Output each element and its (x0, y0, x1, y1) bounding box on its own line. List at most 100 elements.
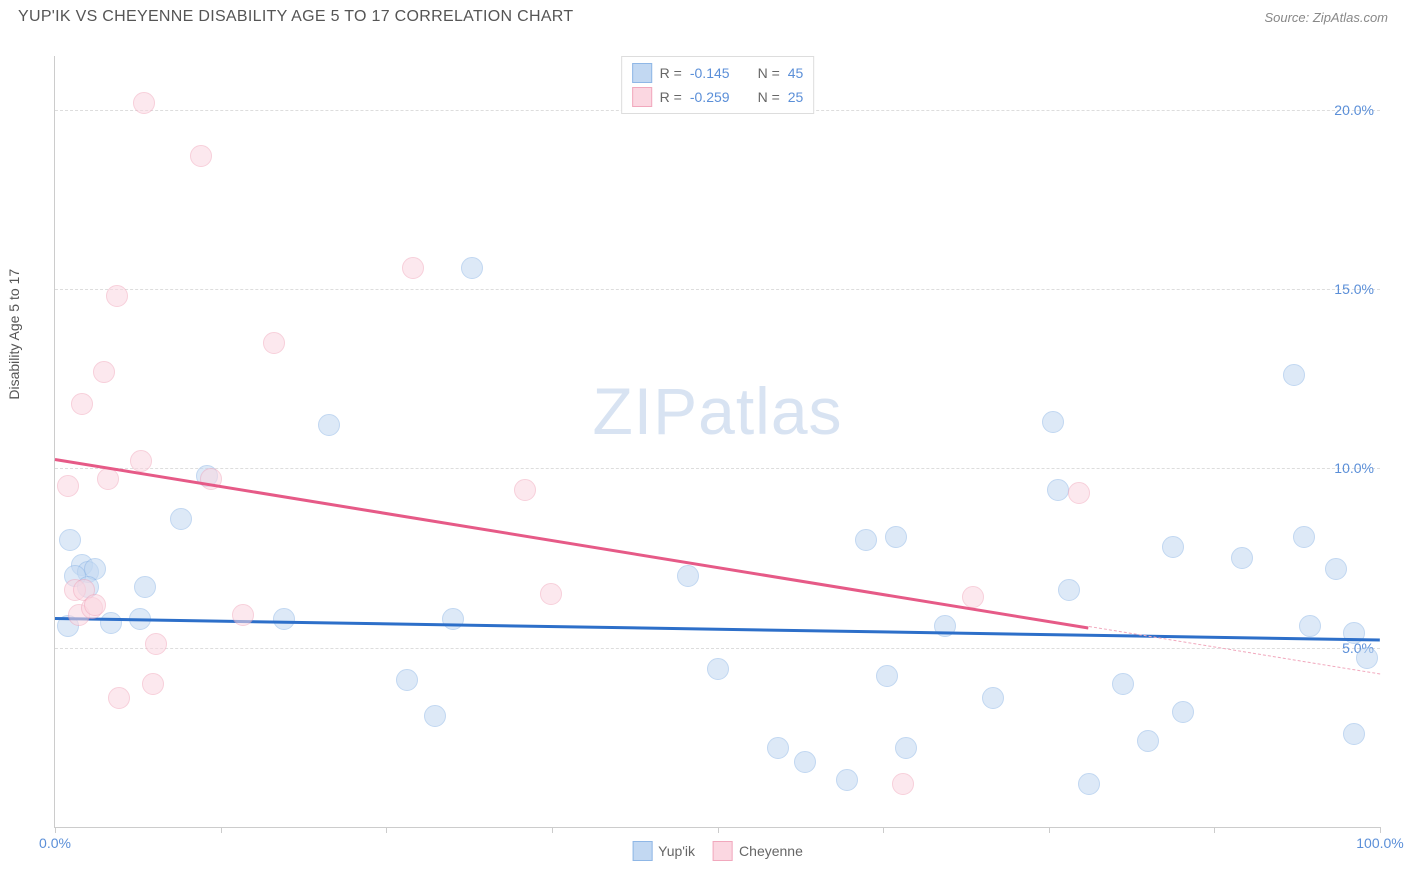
x-tick (552, 827, 553, 833)
data-point (895, 737, 917, 759)
data-point (1042, 411, 1064, 433)
data-point (1356, 647, 1378, 669)
regression-line (55, 617, 1380, 641)
data-point (93, 361, 115, 383)
y-tick-label: 15.0% (1334, 281, 1374, 297)
x-tick (1214, 827, 1215, 833)
legend-n-value: 25 (788, 89, 804, 105)
y-axis-label: Disability Age 5 to 17 (6, 269, 22, 400)
data-point (677, 565, 699, 587)
data-point (885, 526, 907, 548)
data-point (133, 92, 155, 114)
gridline (55, 648, 1380, 649)
x-tick-label: 0.0% (39, 835, 71, 851)
x-tick (221, 827, 222, 833)
data-point (100, 612, 122, 634)
plot-area: ZIPatlas R =-0.145N =45R =-0.259N =25 Yu… (54, 56, 1380, 828)
data-point (1283, 364, 1305, 386)
data-point (130, 450, 152, 472)
y-tick-label: 20.0% (1334, 102, 1374, 118)
data-point (232, 604, 254, 626)
data-point (1112, 673, 1134, 695)
data-point (1047, 479, 1069, 501)
data-point (876, 665, 898, 687)
data-point (170, 508, 192, 530)
data-point (836, 769, 858, 791)
data-point (263, 332, 285, 354)
data-point (402, 257, 424, 279)
data-point (1325, 558, 1347, 580)
legend-n-label: N = (758, 89, 780, 105)
legend-r-label: R = (660, 65, 682, 81)
legend-swatch (632, 63, 652, 83)
data-point (1162, 536, 1184, 558)
legend-n-value: 45 (788, 65, 804, 81)
gridline (55, 468, 1380, 469)
regression-line (55, 458, 1089, 629)
source-attribution: Source: ZipAtlas.com (1264, 10, 1388, 25)
data-point (273, 608, 295, 630)
data-point (514, 479, 536, 501)
gridline (55, 289, 1380, 290)
data-point (1172, 701, 1194, 723)
data-point (982, 687, 1004, 709)
series-legend: Yup'ik Cheyenne (632, 841, 803, 861)
legend-row: R = -0.259 N = 25 (632, 85, 804, 109)
legend-series-label: Cheyenne (739, 843, 803, 859)
data-point (190, 145, 212, 167)
data-point (106, 285, 128, 307)
chart-container: Disability Age 5 to 17 ZIPatlas R =-0.14… (18, 40, 1388, 874)
x-tick (1380, 827, 1381, 833)
y-tick-label: 10.0% (1334, 460, 1374, 476)
correlation-legend: R = -0.145 N = 45 R = -0.259 N = 25 (621, 56, 815, 114)
data-point (1068, 482, 1090, 504)
legend-series-label: Yup'ik (658, 843, 695, 859)
chart-title: YUP'IK VS CHEYENNE DISABILITY AGE 5 TO 1… (18, 8, 573, 26)
data-point (767, 737, 789, 759)
data-point (855, 529, 877, 551)
legend-swatch (632, 841, 652, 861)
legend-swatch (632, 87, 652, 107)
legend-row: R = -0.145 N = 45 (632, 61, 804, 85)
data-point (1343, 723, 1365, 745)
x-tick-label: 100.0% (1356, 835, 1403, 851)
legend-r-label: R = (660, 89, 682, 105)
data-point (57, 475, 79, 497)
legend-n-label: N = (758, 65, 780, 81)
x-tick (55, 827, 56, 833)
legend-r-value: -0.259 (690, 89, 730, 105)
legend-swatch (713, 841, 733, 861)
data-point (962, 586, 984, 608)
data-point (134, 576, 156, 598)
data-point (318, 414, 340, 436)
data-point (142, 673, 164, 695)
data-point (71, 393, 93, 415)
data-point (1137, 730, 1159, 752)
watermark: ZIPatlas (592, 373, 842, 449)
data-point (1299, 615, 1321, 637)
x-tick (1049, 827, 1050, 833)
data-point (1293, 526, 1315, 548)
data-point (794, 751, 816, 773)
x-tick (718, 827, 719, 833)
data-point (540, 583, 562, 605)
data-point (396, 669, 418, 691)
data-point (145, 633, 167, 655)
x-tick (883, 827, 884, 833)
data-point (1058, 579, 1080, 601)
regression-line-extension (1088, 626, 1380, 675)
data-point (97, 468, 119, 490)
legend-series-item: Cheyenne (713, 841, 803, 861)
data-point (442, 608, 464, 630)
data-point (1231, 547, 1253, 569)
data-point (1078, 773, 1100, 795)
data-point (59, 529, 81, 551)
data-point (1343, 622, 1365, 644)
x-tick (386, 827, 387, 833)
data-point (424, 705, 446, 727)
data-point (707, 658, 729, 680)
legend-series-item: Yup'ik (632, 841, 695, 861)
data-point (461, 257, 483, 279)
legend-r-value: -0.145 (690, 65, 730, 81)
data-point (892, 773, 914, 795)
